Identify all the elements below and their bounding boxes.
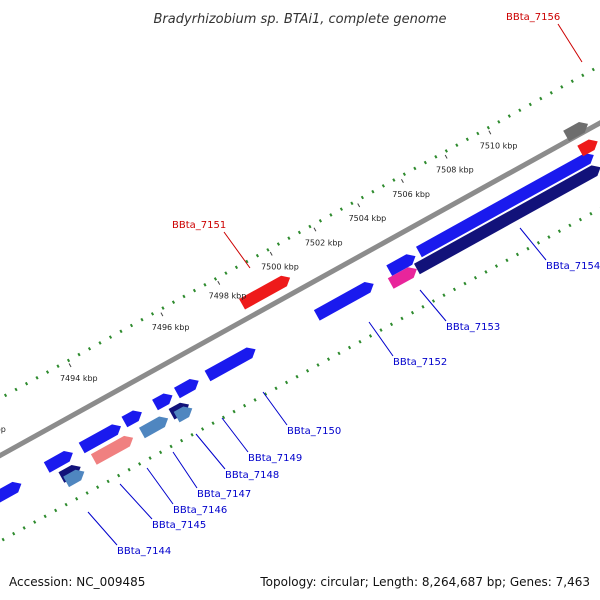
gene-leader-line <box>519 227 547 261</box>
gene-features <box>0 122 600 503</box>
gene-leader-line <box>119 483 153 520</box>
tick-label: 7508 kbp <box>436 166 474 175</box>
gc-dot-row <box>0 64 600 401</box>
gene-label-bbta_7147[interactable]: BBta_7147 <box>197 489 251 500</box>
gene-leader-line <box>87 511 118 546</box>
gene-leader-line <box>557 23 583 63</box>
tick-label: 7494 kbp <box>60 374 98 383</box>
gene-arrow <box>43 451 73 473</box>
gene-arrow <box>239 275 291 310</box>
tick-mark <box>68 363 72 368</box>
tick-label: 7492 kbp <box>0 425 6 434</box>
gene-label-bbta_7153[interactable]: BBta_7153 <box>446 322 500 333</box>
gene-arrow <box>386 254 416 276</box>
gene-leader-line <box>146 467 174 505</box>
gene-arrow <box>0 481 22 503</box>
tick-mark <box>269 251 273 256</box>
tick-mark <box>217 280 221 285</box>
tick-label: 7504 kbp <box>349 214 387 223</box>
backbone-line <box>0 120 600 459</box>
gene-arrow <box>121 410 142 428</box>
gene-arrow <box>313 282 374 321</box>
gene-label-bbta_7150[interactable]: BBta_7150 <box>287 426 341 437</box>
gene-leader-line <box>368 321 394 357</box>
gene-arrow <box>416 153 594 258</box>
tick-mark <box>401 179 404 184</box>
tick-label: 7498 kbp <box>209 292 247 301</box>
scale-ticks: 7492 kbp 7494 kbp 7496 kbp 7498 kbp 7500 kbp… <box>0 130 518 434</box>
gene-arrow <box>387 267 417 289</box>
gene-label-bbta_7149[interactable]: BBta_7149 <box>248 453 302 464</box>
map-title: Bradyrhizobium sp. BTAi1, complete genom… <box>153 12 446 27</box>
genome-backbone <box>0 120 600 459</box>
gene-arrow <box>63 469 85 488</box>
gene-leader-line <box>221 417 249 453</box>
gene-leader-line <box>262 391 288 426</box>
tick-label: 7510 kbp <box>480 141 518 150</box>
gene-label-bbta_7148[interactable]: BBta_7148 <box>225 470 279 481</box>
gene-arrow <box>414 165 600 275</box>
gene-leader-line <box>419 289 447 322</box>
tick-mark <box>488 130 492 135</box>
gene-leader-line <box>195 433 226 470</box>
gene-arrow <box>78 424 121 454</box>
tick-label: 7500 kbp <box>261 262 299 271</box>
tick-mark <box>444 154 448 159</box>
gene-arrow <box>204 347 256 382</box>
gene-leader-line <box>223 231 251 269</box>
gene-arrow <box>174 379 199 399</box>
gene-leader-line <box>172 451 198 489</box>
gene-label-bbta_7151[interactable]: BBta_7151 <box>172 220 226 231</box>
gene-arrow <box>577 139 598 157</box>
summary-text: Topology: circular; Length: 8,264,687 bp… <box>259 575 590 589</box>
gene-label-bbta_7152[interactable]: BBta_7152 <box>393 357 447 368</box>
gene-arrow <box>173 406 193 423</box>
tick-label: 7506 kbp <box>392 190 430 199</box>
gene-label-bbta_7144[interactable]: BBta_7144 <box>117 546 171 557</box>
tick-label: 7496 kbp <box>152 323 190 332</box>
gene-label-bbta_7154[interactable]: BBta_7154 <box>546 261 600 272</box>
gene-labels: BBta_7144 BBta_7145 BBta_7146 BBta_7147 BBta… <box>87 12 600 557</box>
gene-arrow <box>90 435 134 465</box>
gene-arrow <box>139 416 169 439</box>
gene-label-bbta_7146[interactable]: BBta_7146 <box>173 505 227 516</box>
gc-skew-dots <box>0 64 600 544</box>
accession-text: Accession: NC_009485 <box>9 575 145 589</box>
tick-mark <box>313 227 317 232</box>
gene-arrow <box>152 393 173 411</box>
tick-label: 7502 kbp <box>305 238 343 247</box>
tick-mark <box>160 312 164 317</box>
gene-arrow <box>563 122 588 142</box>
gene-label-bbta_7145[interactable]: BBta_7145 <box>152 520 206 531</box>
gene-label-bbta_7156[interactable]: BBta_7156 <box>506 12 560 23</box>
tick-mark <box>357 203 361 208</box>
